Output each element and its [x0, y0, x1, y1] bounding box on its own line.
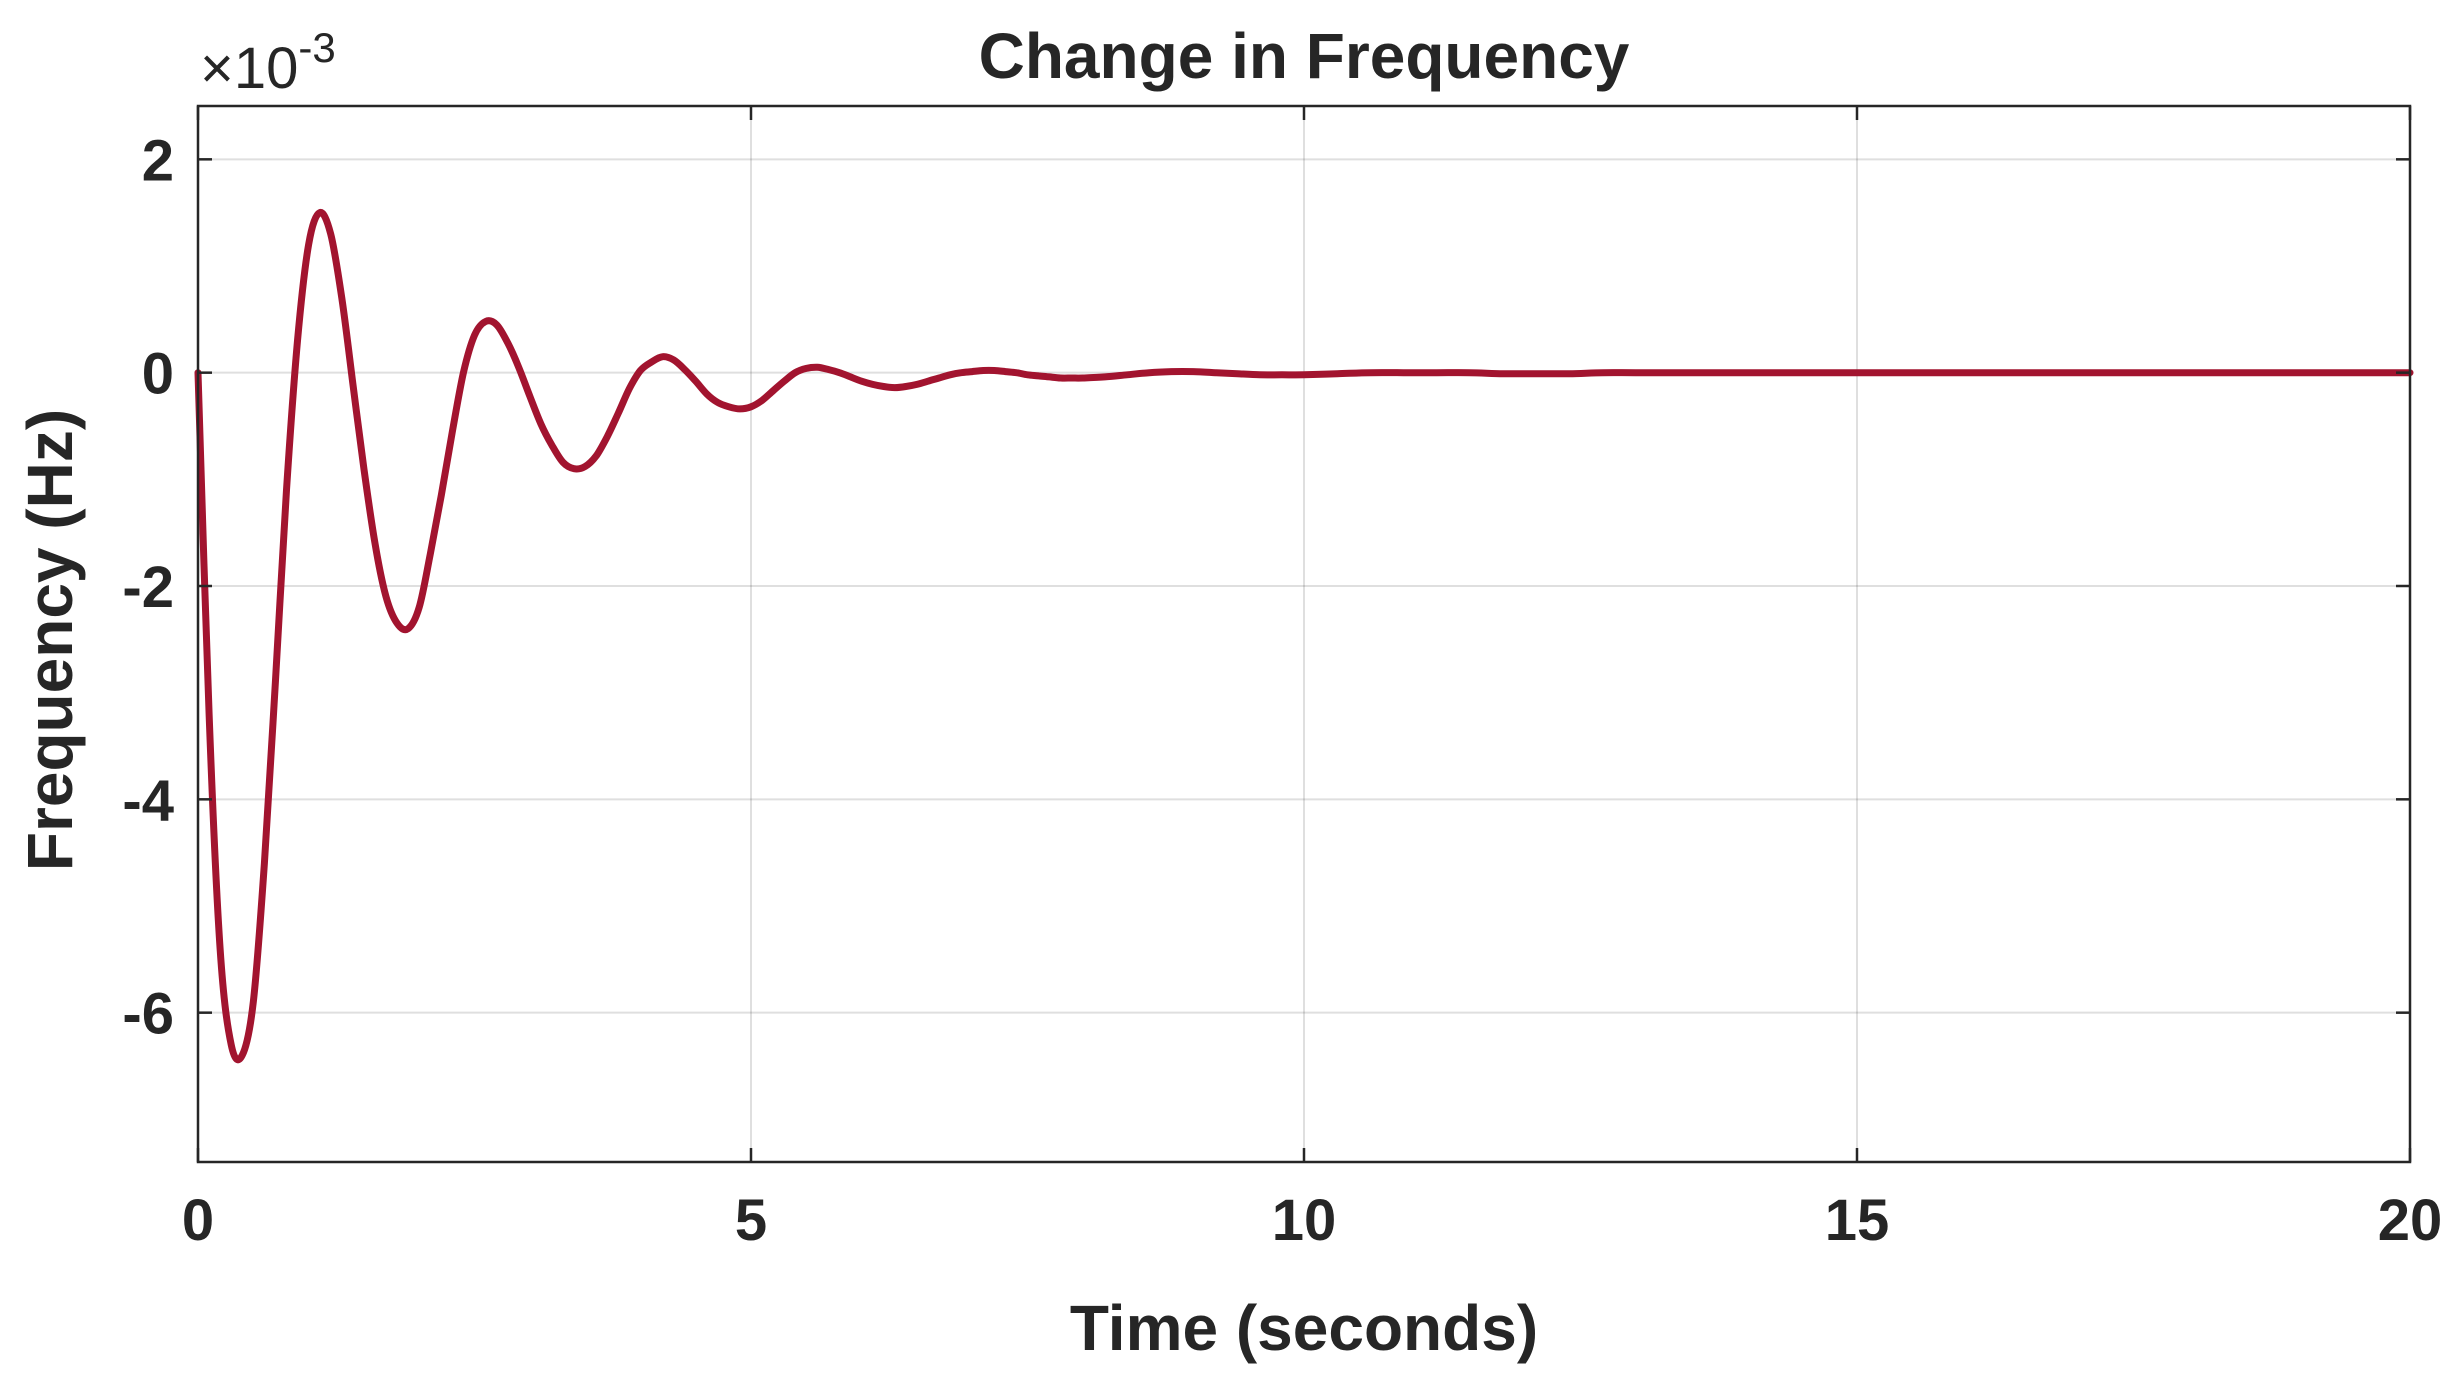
grid [198, 106, 2410, 1162]
x-tick-label: 0 [182, 1188, 214, 1253]
y-tick-label: 0 [142, 342, 174, 407]
x-tick-label: 15 [1825, 1188, 1890, 1253]
series-line [194, 209, 2414, 1064]
x-tick-label: 10 [1272, 1188, 1337, 1253]
x-tick-label: 20 [2378, 1188, 2443, 1253]
y-tick-label: -2 [122, 555, 174, 620]
y-tick-label: -6 [122, 982, 174, 1047]
series-layer [194, 209, 2414, 1064]
x-axis-label: Time (seconds) [1070, 1292, 1538, 1364]
plot-area [198, 106, 2410, 1162]
exponent-power: -3 [298, 24, 335, 71]
y-axis-exponent: ×10-3 [200, 24, 336, 101]
y-axis-label: Frequency (Hz) [14, 409, 86, 871]
y-tick-label: -4 [122, 768, 174, 833]
times-sign: × [200, 36, 234, 101]
x-tick-label: 5 [735, 1188, 767, 1253]
y-tick-label: 2 [142, 128, 174, 193]
exponent-base: 10 [234, 36, 299, 101]
chart-title: Change in Frequency [979, 20, 1630, 92]
svg-text:×10-3: ×10-3 [200, 24, 336, 101]
